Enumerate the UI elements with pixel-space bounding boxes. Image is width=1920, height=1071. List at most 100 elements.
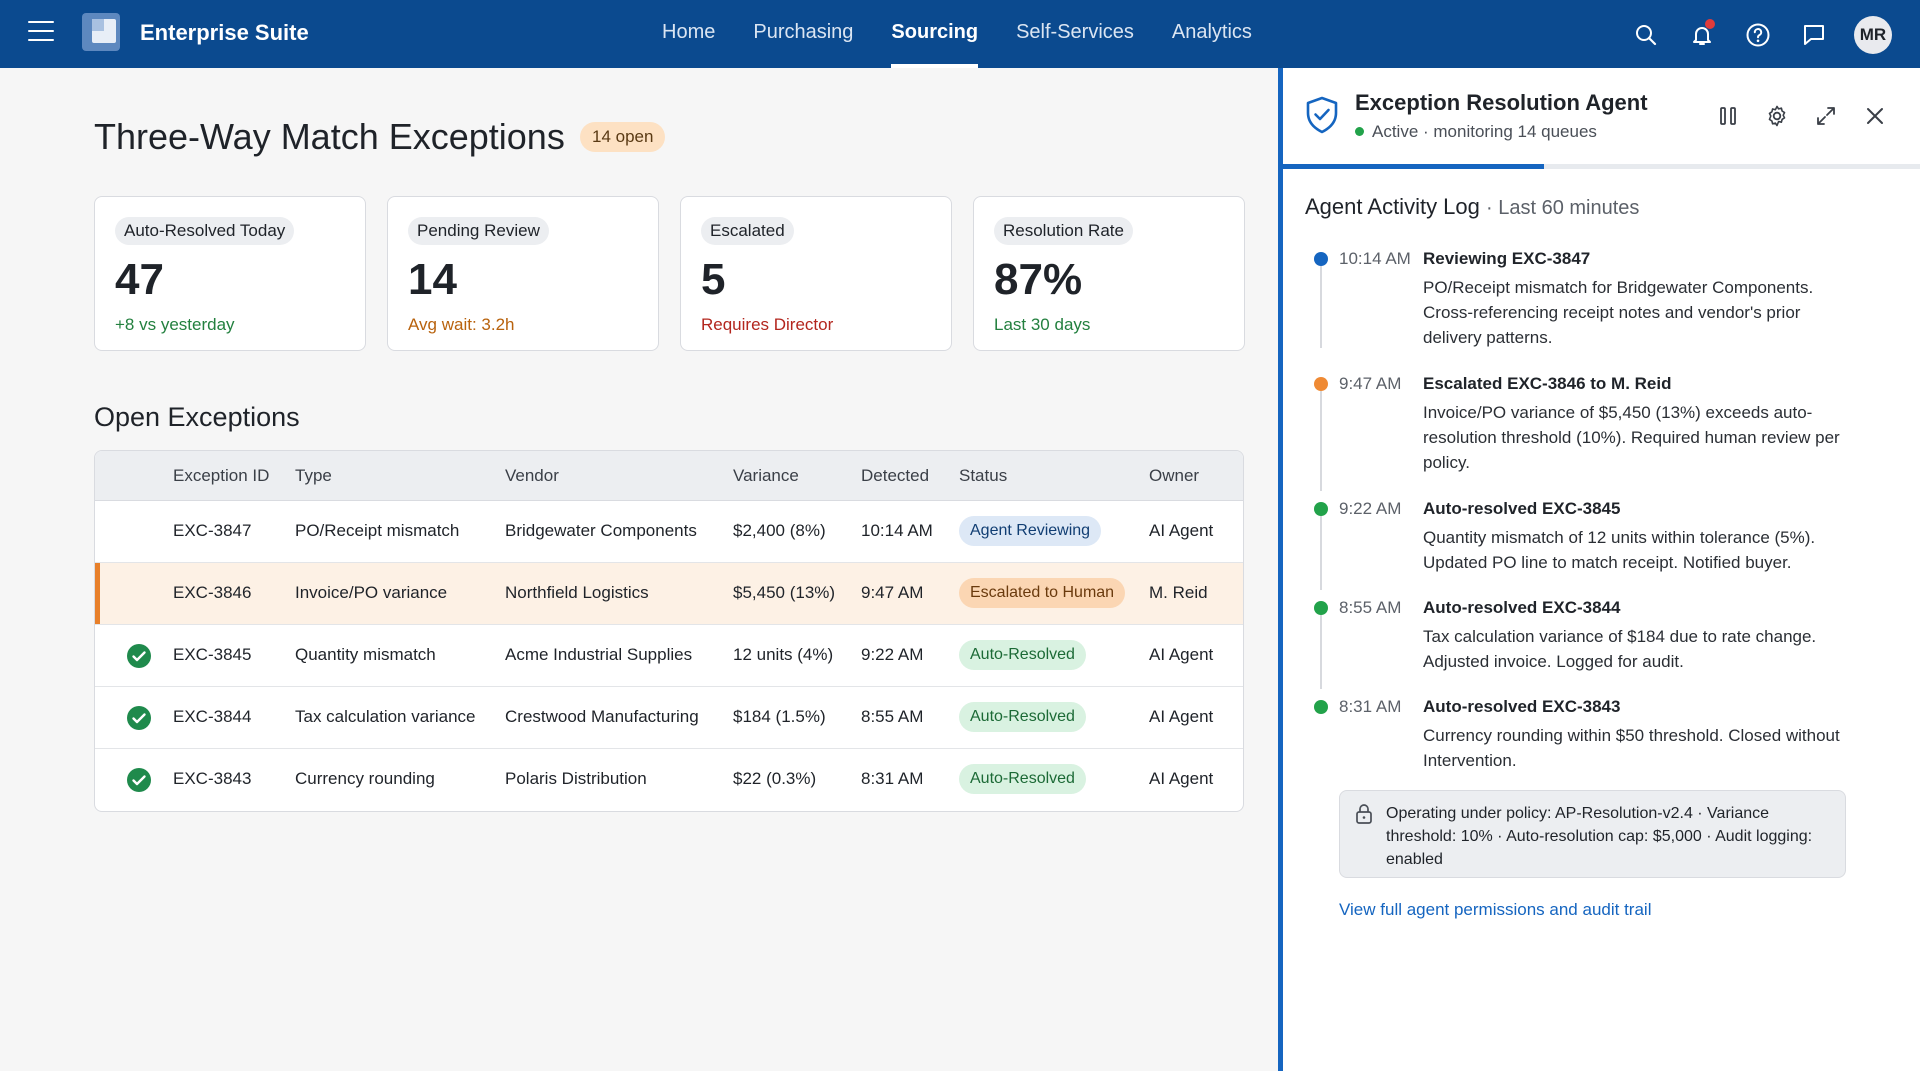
audit-trail-link[interactable]: View full agent permissions and audit tr… xyxy=(1339,900,1652,919)
bell-icon[interactable] xyxy=(1684,17,1720,53)
cell-exception-id: EXC-3845 xyxy=(173,645,252,664)
cell-type: Quantity mismatch xyxy=(295,645,436,664)
nav-analytics[interactable]: Analytics xyxy=(1171,21,1252,43)
column-header-type[interactable]: Type xyxy=(295,466,332,485)
stat-label: Auto-Resolved Today xyxy=(115,217,295,245)
cell-variance: $2,400 (8%) xyxy=(733,521,826,540)
table-row[interactable]: EXC-3844 Tax calculation variance Crestw… xyxy=(95,687,1243,749)
log-entry-time: 8:31 AM xyxy=(1339,697,1402,716)
stat-card-escalated[interactable]: Escalated 5 Requires Director xyxy=(680,196,952,351)
stat-subtext: Requires Director xyxy=(701,315,834,334)
stat-card-pending-review[interactable]: Pending Review 14 Avg wait: 3.2h xyxy=(387,196,659,351)
check-circle-icon xyxy=(127,644,151,668)
cell-owner: AI Agent xyxy=(1149,645,1214,664)
cell-type: Currency rounding xyxy=(295,769,435,788)
log-entry-body: PO/Receipt mismatch for Bridgewater Comp… xyxy=(1423,278,1814,347)
log-entry-dot xyxy=(1314,252,1328,266)
stat-card-resolution-rate[interactable]: Resolution Rate 87% Last 30 days xyxy=(973,196,1245,351)
main-content: Three-Way Match Exceptions 14 open Auto-… xyxy=(0,68,1280,1071)
column-header-vendor[interactable]: Vendor xyxy=(505,466,559,485)
open-count-badge: 14 open xyxy=(580,122,666,152)
table-row[interactable]: EXC-3845 Quantity mismatch Acme Industri… xyxy=(95,625,1243,687)
panel-resize-handle[interactable] xyxy=(1278,68,1283,1071)
table-row[interactable]: EXC-3843 Currency rounding Polaris Distr… xyxy=(95,749,1243,811)
brand-logo[interactable] xyxy=(82,13,120,51)
cell-detected: 9:47 AM xyxy=(861,583,924,602)
cell-detected: 9:22 AM xyxy=(861,645,924,664)
cell-type: PO/Receipt mismatch xyxy=(295,521,460,540)
stat-value: 14 xyxy=(408,255,457,304)
cell-exception-id: EXC-3844 xyxy=(173,707,252,726)
log-entry-body: Quantity mismatch of 12 units within tol… xyxy=(1423,528,1816,572)
nav-self-services[interactable]: Self-Services xyxy=(1016,21,1134,43)
column-header-variance[interactable]: Variance xyxy=(733,466,799,485)
main-nav: Home Purchasing Sourcing Self-Services A… xyxy=(662,0,1290,68)
status-badge: Auto-Resolved xyxy=(959,702,1086,732)
expand-icon[interactable] xyxy=(1811,101,1841,131)
close-icon[interactable] xyxy=(1860,101,1890,131)
gear-icon[interactable] xyxy=(1762,101,1792,131)
cell-variance: $5,450 (13%) xyxy=(733,583,836,602)
topbar-actions: MR xyxy=(1628,16,1892,54)
table-header: Exception ID Type Vendor Variance Detect… xyxy=(95,451,1243,501)
log-entry-time: 9:22 AM xyxy=(1339,499,1402,518)
log-entry-time: 9:47 AM xyxy=(1339,374,1402,393)
stat-label: Pending Review xyxy=(408,217,549,245)
status-badge: Auto-Resolved xyxy=(959,764,1086,794)
cell-variance: $22 (0.3%) xyxy=(733,769,817,788)
stat-subtext: +8 vs yesterday xyxy=(115,315,235,334)
active-status-dot xyxy=(1355,127,1364,136)
stat-card-auto-resolved[interactable]: Auto-Resolved Today 47 +8 vs yesterday xyxy=(94,196,366,351)
cell-exception-id: EXC-3843 xyxy=(173,769,252,788)
nav-sourcing[interactable]: Sourcing xyxy=(891,0,978,68)
stat-value: 47 xyxy=(115,255,164,304)
policy-info-box: Operating under policy: AP-Resolution-v2… xyxy=(1339,790,1846,878)
column-header-owner[interactable]: Owner xyxy=(1149,466,1200,485)
nav-home[interactable]: Home xyxy=(662,21,716,43)
cell-detected: 10:14 AM xyxy=(861,521,933,540)
user-avatar[interactable]: MR xyxy=(1854,16,1892,54)
status-badge: Escalated to Human xyxy=(959,578,1126,608)
menu-icon[interactable] xyxy=(28,21,54,43)
lock-icon xyxy=(1356,804,1372,824)
panel-actions xyxy=(1713,101,1909,131)
table-row[interactable]: EXC-3847 PO/Receipt mismatch Bridgewater… xyxy=(95,501,1243,563)
agent-panel: Exception Resolution Agent Active · moni… xyxy=(1283,68,1920,1071)
log-entry-time: 8:55 AM xyxy=(1339,598,1402,617)
shield-check-icon xyxy=(1306,96,1338,134)
chat-icon[interactable] xyxy=(1796,17,1832,53)
agent-progress-fill xyxy=(1283,164,1545,169)
top-navigation-bar: Enterprise Suite Home Purchasing Sourcin… xyxy=(0,0,1920,68)
stat-subtext: Last 30 days xyxy=(994,315,1091,334)
cell-exception-id: EXC-3846 xyxy=(173,583,252,602)
pause-icon[interactable] xyxy=(1713,101,1743,131)
column-header-status[interactable]: Status xyxy=(959,466,1008,485)
cell-type: Invoice/PO variance xyxy=(295,583,448,602)
cell-variance: $184 (1.5%) xyxy=(733,707,826,726)
column-header-exception-id[interactable]: Exception ID xyxy=(173,466,270,485)
cell-owner: AI Agent xyxy=(1149,707,1214,726)
page-title: Three-Way Match Exceptions xyxy=(94,116,565,157)
log-entry-dot xyxy=(1314,601,1328,615)
cell-vendor: Northfield Logistics xyxy=(505,583,649,602)
cell-vendor: Acme Industrial Supplies xyxy=(505,645,693,664)
cell-exception-id: EXC-3847 xyxy=(173,521,252,540)
cell-vendor: Bridgewater Components xyxy=(505,521,697,540)
agent-title: Exception Resolution Agent xyxy=(1355,90,1648,115)
activity-log-title: Agent Activity Log · Last 60 minutes xyxy=(1305,194,1639,220)
search-icon[interactable] xyxy=(1628,17,1664,53)
cell-type: Tax calculation variance xyxy=(295,707,476,726)
log-entry-body: Invoice/PO variance of $5,450 (13%) exce… xyxy=(1423,403,1840,472)
help-icon[interactable] xyxy=(1740,17,1776,53)
cell-vendor: Crestwood Manufacturing xyxy=(505,707,699,726)
column-header-detected[interactable]: Detected xyxy=(861,466,930,485)
nav-purchasing[interactable]: Purchasing xyxy=(753,21,854,43)
cell-owner: AI Agent xyxy=(1149,521,1214,540)
agent-status: Active · monitoring 14 queues xyxy=(1355,122,1597,142)
table-row[interactable]: EXC-3846 Invoice/PO variance Northfield … xyxy=(95,563,1243,625)
timeline-connector xyxy=(1320,262,1322,348)
check-circle-icon xyxy=(127,706,151,730)
brand-name[interactable]: Enterprise Suite xyxy=(140,20,309,45)
log-entry-title: Auto-resolved EXC-3844 xyxy=(1423,598,1621,617)
agent-progress-bar xyxy=(1283,164,1920,169)
